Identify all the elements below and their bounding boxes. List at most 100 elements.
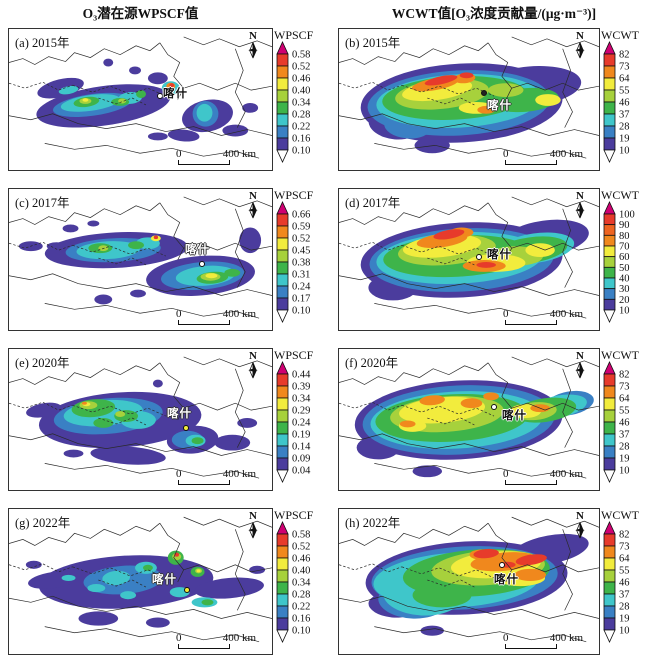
svg-text:46: 46 — [619, 418, 630, 429]
scale-zero-label: 0 — [176, 631, 182, 644]
figure-row-1: (a) 2015年 N 喀什 0 400 km — [0, 28, 650, 171]
svg-text:28: 28 — [619, 442, 630, 453]
scale-zero-label: 0 — [503, 147, 509, 160]
city-dot-icon — [183, 425, 189, 431]
svg-text:40: 40 — [619, 274, 630, 285]
colorbar-b: WCWT 82 73 64 55 46 37 28 19 10 — [600, 28, 649, 171]
scale-bar: 0 400 km — [503, 308, 583, 325]
svg-text:19: 19 — [619, 454, 630, 465]
svg-text:100: 100 — [619, 210, 635, 221]
column-header-wcwt: WCWT值[O₃浓度贡献量/(μg·m⁻³)] — [391, 6, 597, 21]
north-label: N — [249, 510, 257, 522]
svg-text:0.09: 0.09 — [292, 454, 310, 465]
map-canvas — [9, 196, 272, 319]
svg-text:0.24: 0.24 — [292, 282, 311, 293]
scale-distance-label: 400 km — [222, 631, 256, 644]
colorbar-c: WPSCF 0.66 0.59 0.52 0.45 0.38 0.31 0.24 0.17 0.… — [273, 188, 331, 331]
compass-needle-icon — [248, 42, 258, 59]
north-arrow-icon: N — [246, 31, 260, 59]
svg-text:0.31: 0.31 — [292, 270, 310, 281]
compass-needle-icon — [248, 522, 258, 539]
north-arrow-icon: N — [246, 351, 260, 379]
panel-b: (b) 2015年 N 喀什 0 400 km — [331, 28, 649, 171]
svg-text:55: 55 — [619, 406, 630, 417]
svg-text:0.52: 0.52 — [292, 542, 310, 553]
scale-distance-label: 400 km — [549, 631, 583, 644]
north-arrow-icon: N — [573, 511, 587, 539]
svg-text:28: 28 — [619, 122, 630, 133]
scale-bar: 0 400 km — [176, 148, 256, 165]
svg-text:0.10: 0.10 — [292, 626, 310, 637]
panel-d: (d) 2017年 N 喀什 0 400 km — [331, 188, 649, 331]
svg-text:73: 73 — [619, 62, 630, 73]
map-a: (a) 2015年 N 喀什 0 400 km — [8, 28, 273, 171]
scale-zero-label: 0 — [503, 467, 509, 480]
colorbar-scale: 0.580.520.460.400.340.280.220.160.10 — [276, 521, 311, 643]
scale-distance-label: 400 km — [222, 307, 256, 320]
map-canvas — [9, 356, 272, 479]
scale-bar: 0 400 km — [503, 148, 583, 165]
svg-text:0.39: 0.39 — [292, 382, 310, 393]
svg-text:19: 19 — [619, 614, 630, 625]
map-e: (e) 2020年 N 喀什 0 400 km — [8, 348, 273, 491]
colorbar-scale: 0.440.390.340.290.240.190.140.090.04 — [276, 361, 311, 483]
north-label: N — [249, 30, 257, 42]
colorbar-e: WPSCF 0.44 0.39 0.34 0.29 0.24 0.19 0.14 0.09 0.… — [273, 348, 331, 491]
svg-text:50: 50 — [619, 263, 630, 274]
scale-bracket — [505, 160, 557, 165]
city-label: 喀什 — [487, 100, 512, 112]
svg-text:73: 73 — [619, 382, 630, 393]
city-label: 喀什 — [152, 574, 177, 586]
svg-text:37: 37 — [619, 430, 630, 441]
city-dot-icon — [491, 404, 497, 410]
svg-text:10: 10 — [619, 626, 630, 637]
column-header-wpscf: O₃潜在源WPSCF值 — [82, 6, 199, 21]
map-canvas — [9, 36, 272, 159]
svg-text:10: 10 — [619, 146, 630, 157]
scale-distance-label: 400 km — [549, 147, 583, 160]
colorbar-scale: 0.660.590.520.450.380.310.240.170.10 — [276, 201, 311, 323]
svg-text:0.45: 0.45 — [292, 246, 310, 257]
compass-needle-icon — [575, 42, 585, 59]
svg-text:0.46: 0.46 — [292, 554, 310, 565]
map-canvas — [339, 36, 599, 159]
scale-zero-label: 0 — [176, 147, 182, 160]
figure-row-3: (e) 2020年 N 喀什 0 400 km — [0, 348, 650, 491]
panel-label: (g) 2022年 — [15, 516, 71, 530]
north-label: N — [576, 190, 584, 202]
city-label: 喀什 — [487, 249, 512, 261]
colorbar-title: WPSCF — [274, 28, 314, 42]
map-canvas — [339, 196, 599, 319]
scale-bracket — [178, 320, 230, 325]
scale-bar: 0 400 km — [503, 468, 583, 485]
scale-bar: 0 400 km — [503, 632, 583, 649]
scale-zero-label: 0 — [176, 467, 182, 480]
svg-text:0.16: 0.16 — [292, 134, 310, 145]
map-canvas — [339, 516, 599, 643]
svg-text:0.58: 0.58 — [292, 50, 310, 61]
svg-text:55: 55 — [619, 566, 630, 577]
svg-text:0.14: 0.14 — [292, 442, 311, 453]
svg-text:60: 60 — [619, 252, 630, 263]
svg-text:0.34: 0.34 — [292, 578, 311, 589]
scale-bracket — [178, 644, 230, 649]
svg-text:0.52: 0.52 — [292, 234, 310, 245]
scale-zero-label: 0 — [176, 307, 182, 320]
city-label: 喀什 — [502, 410, 527, 422]
north-label: N — [576, 30, 584, 42]
colorbar-a: WPSCF 0.58 0.52 0.46 0.40 0.34 0.28 0.22 0.16 0.… — [273, 28, 331, 171]
scale-bracket — [505, 480, 557, 485]
map-c: (c) 2017年 N 喀什 0 400 km — [8, 188, 273, 331]
svg-text:0.24: 0.24 — [292, 418, 311, 429]
panel-label: (h) 2022年 — [345, 516, 401, 530]
scale-distance-label: 400 km — [222, 467, 256, 480]
panel-label: (a) 2015年 — [15, 36, 70, 50]
svg-text:0.10: 0.10 — [292, 306, 310, 317]
svg-text:0.22: 0.22 — [292, 122, 310, 133]
north-label: N — [576, 350, 584, 362]
colorbar-title: WPSCF — [274, 188, 314, 202]
